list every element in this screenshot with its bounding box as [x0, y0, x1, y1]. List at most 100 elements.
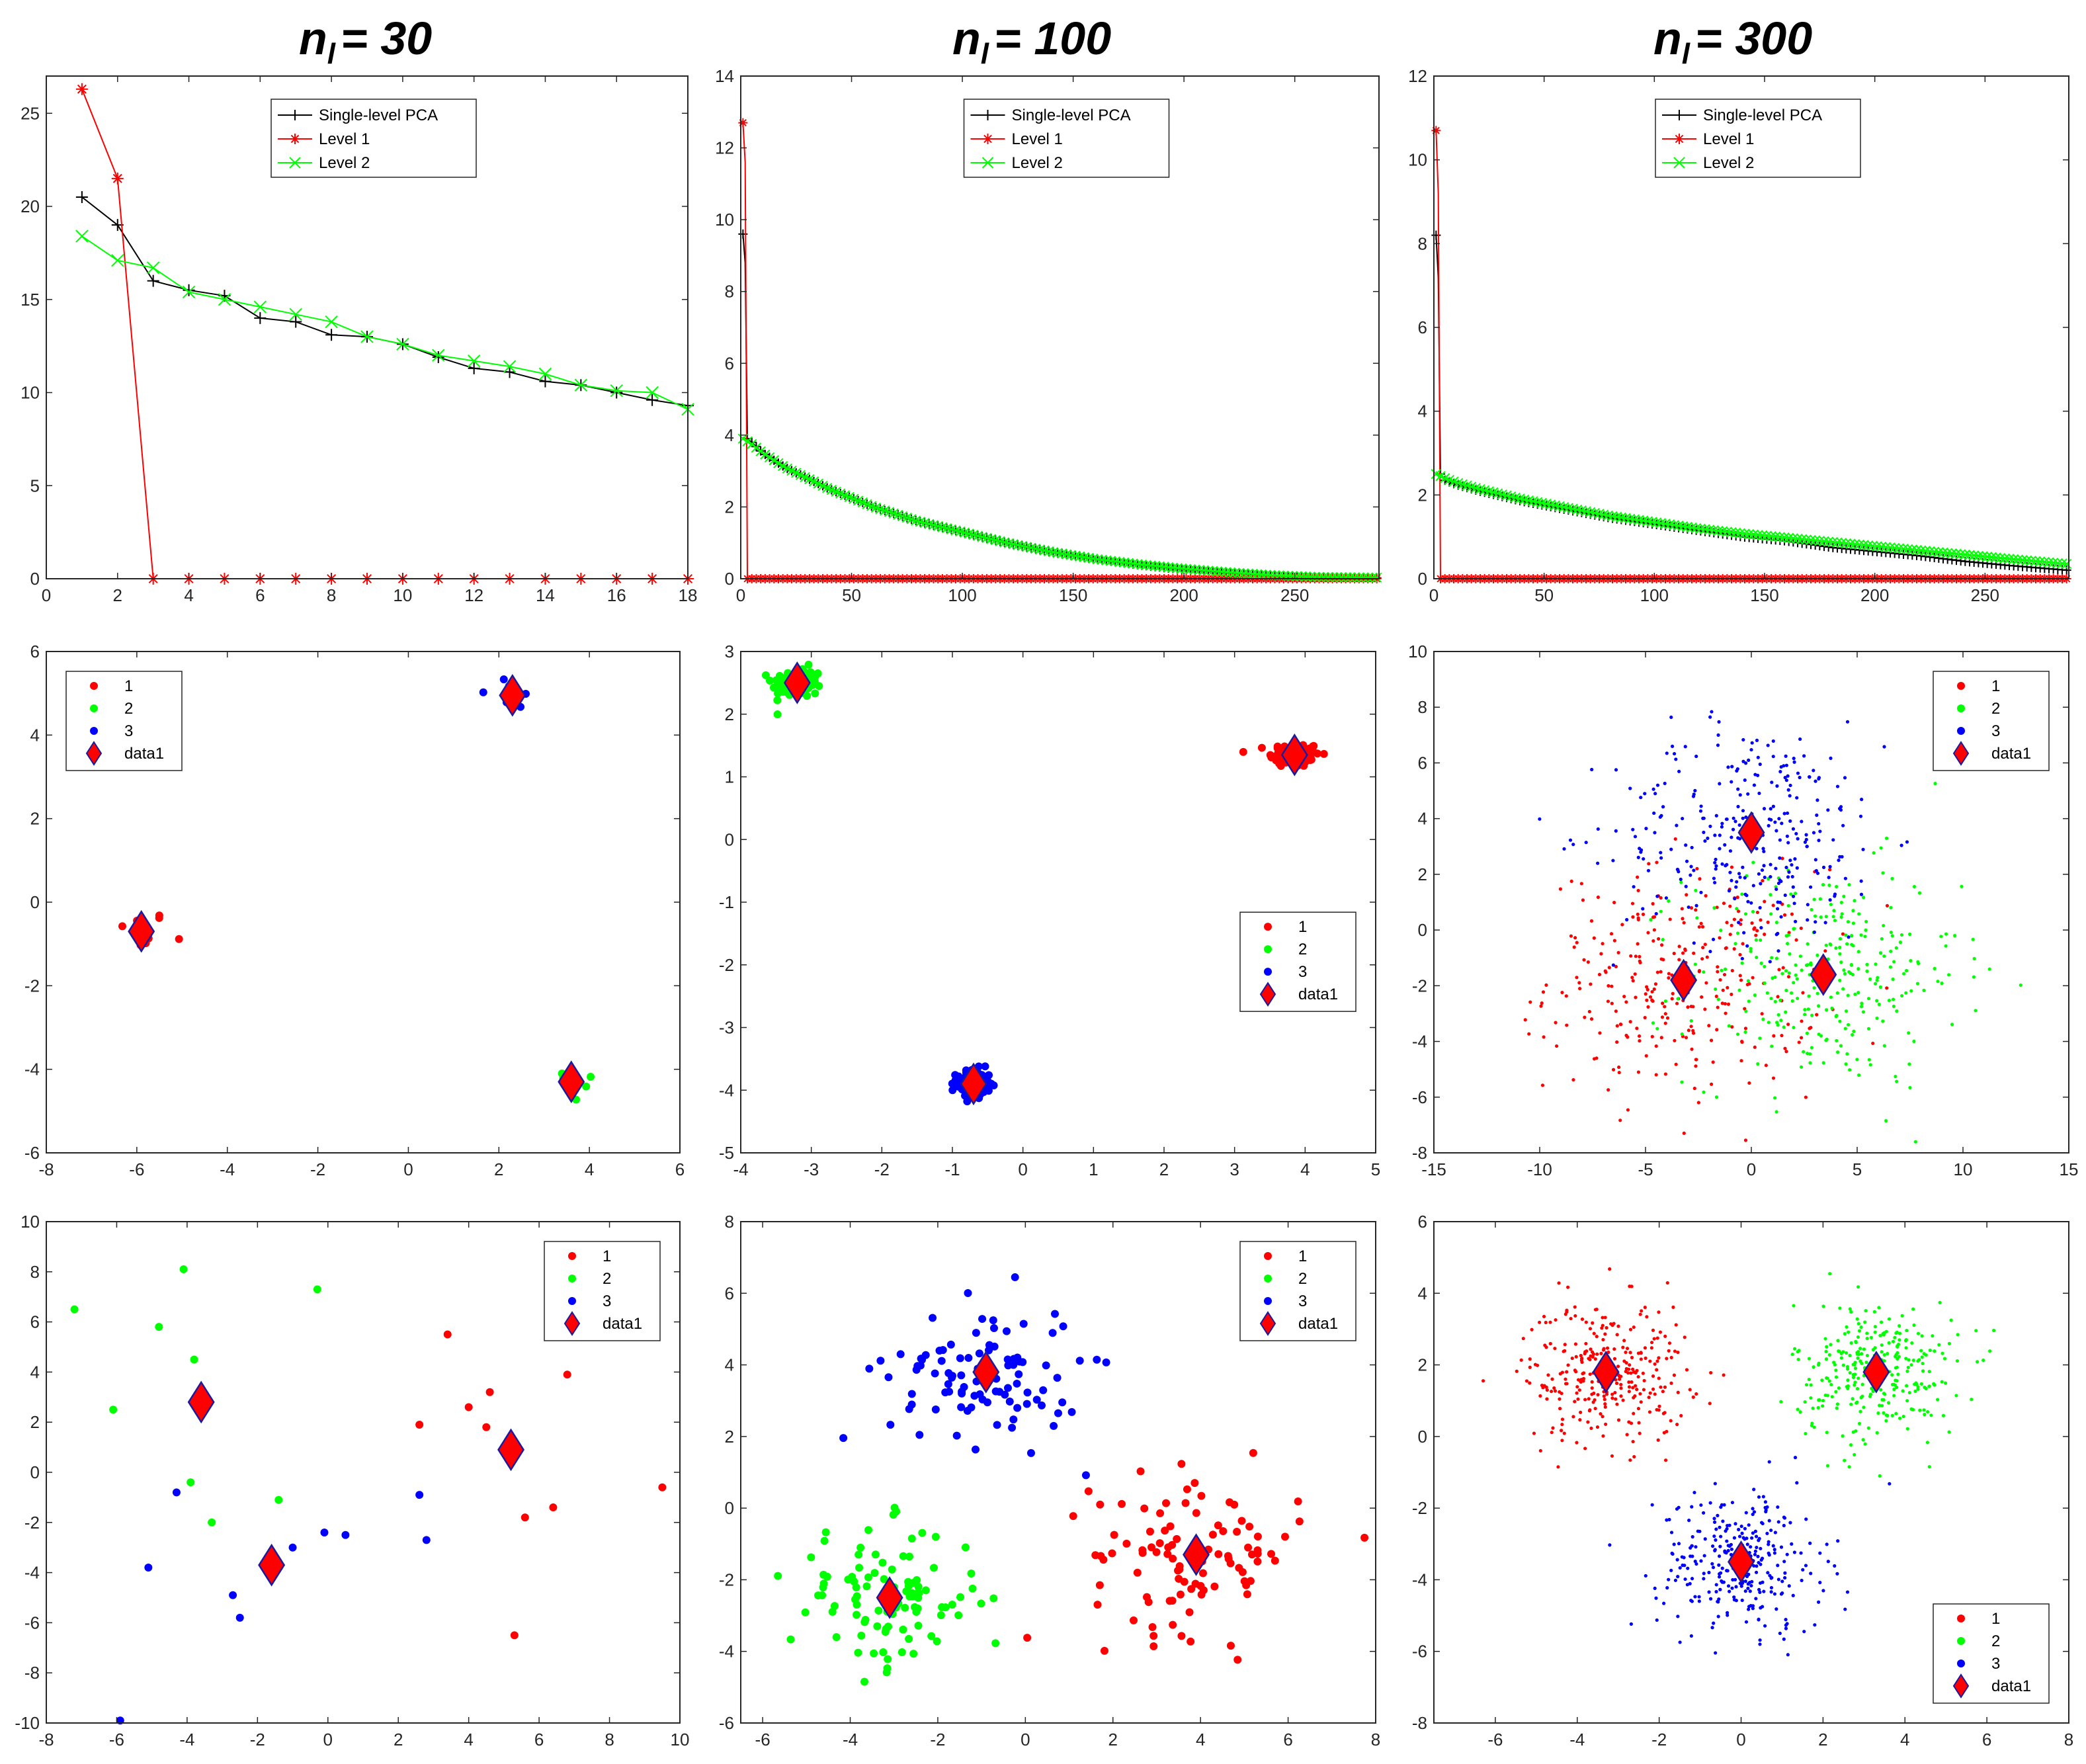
scatter-point	[1663, 1072, 1668, 1076]
legend-label: 3	[1991, 722, 2000, 740]
scatter-point	[1751, 1531, 1755, 1535]
y-tick-label: 14	[715, 66, 734, 86]
scatter-point	[954, 1611, 963, 1620]
scatter-point	[1713, 861, 1717, 864]
scatter-point	[1181, 1499, 1190, 1507]
scatter-point	[1692, 951, 1696, 955]
scatter-point	[1749, 1604, 1753, 1608]
scatter-point	[1579, 1353, 1583, 1358]
scatter-point	[1755, 1545, 1759, 1550]
scatter-point	[1815, 1013, 1819, 1017]
scatter-point	[1584, 841, 1588, 845]
legend-label: 2	[603, 1270, 611, 1288]
scatter-point	[1971, 937, 1975, 941]
scatter-point	[1175, 1575, 1183, 1583]
scatter-point	[939, 1346, 947, 1355]
scatter-point	[1841, 1363, 1845, 1367]
scatter-point	[1757, 1618, 1761, 1622]
scatter-point	[1909, 1363, 1913, 1367]
scatter-point	[1751, 909, 1755, 913]
scatter-point	[1710, 1562, 1714, 1566]
scatter-point	[1677, 1505, 1681, 1509]
scatter-point	[1612, 900, 1616, 905]
series-marker	[1194, 564, 1205, 575]
scatter-point	[1702, 1577, 1706, 1581]
x-tick-label: 250	[1280, 585, 1309, 605]
series-marker	[1748, 529, 1759, 540]
scatter-point	[1672, 751, 1677, 756]
scatter-point	[1784, 1626, 1788, 1630]
scatter-point	[1819, 1034, 1823, 1038]
scatter-point	[1629, 954, 1633, 958]
scatter-point	[1916, 1331, 1921, 1335]
scatter-point	[1896, 1344, 1899, 1348]
scatter-point	[1829, 902, 1833, 907]
scatter-point	[1832, 1361, 1836, 1365]
scatter-point	[1722, 902, 1726, 905]
scatter-point	[1843, 876, 1847, 880]
scatter-point	[341, 1531, 350, 1539]
scatter-point	[1716, 1615, 1720, 1618]
scatter-point	[1214, 1550, 1223, 1558]
scatter-point	[1808, 1061, 1812, 1065]
scatter-point	[1592, 936, 1596, 940]
scatter-point	[1843, 972, 1847, 976]
scatter-point	[1882, 1353, 1886, 1357]
scatter-point	[1864, 1309, 1868, 1313]
scatter-point	[1784, 865, 1788, 870]
scatter-point	[1528, 1381, 1532, 1385]
series-marker	[1960, 549, 1971, 560]
y-tick-label: -6	[24, 1613, 40, 1632]
scatter-point	[1692, 941, 1696, 945]
scatter-point	[1743, 778, 1747, 782]
scatter-point	[1720, 1580, 1724, 1584]
scatter-point	[1643, 792, 1647, 796]
scatter-point	[1665, 1016, 1670, 1020]
scatter-point	[1804, 833, 1808, 837]
scatter-point	[1792, 1550, 1796, 1554]
scatter-point	[1853, 1383, 1857, 1387]
x-tick-label: 1	[1089, 1159, 1098, 1179]
scatter-point	[1802, 1630, 1806, 1634]
scatter-point	[1669, 1381, 1673, 1385]
x-tick-label: -2	[1651, 1730, 1667, 1749]
series-marker	[1872, 541, 1882, 552]
scatter-point	[1856, 1356, 1860, 1360]
scatter-point	[927, 1632, 936, 1640]
scatter-point	[1852, 1029, 1856, 1033]
scatter-point	[1166, 1522, 1175, 1531]
y-tick-label: 0	[1418, 1427, 1427, 1447]
y-tick-label: 5	[30, 476, 40, 495]
scatter-point	[1858, 1359, 1862, 1363]
scatter-point	[1663, 999, 1668, 1003]
x-tick-label: 16	[607, 585, 626, 605]
scatter-point	[1884, 1419, 1888, 1423]
series-marker	[1198, 565, 1210, 575]
scatter-point	[1901, 1389, 1905, 1393]
y-tick-label: -8	[24, 1663, 40, 1683]
scatter-point	[1667, 1349, 1671, 1353]
scatter-point	[1756, 1062, 1760, 1066]
scatter-point	[1724, 1011, 1728, 1015]
scatter-point	[1753, 1529, 1757, 1533]
scatter-point	[1694, 754, 1698, 759]
scatter-point	[1667, 1577, 1671, 1581]
scatter-point	[1740, 1040, 1744, 1044]
scatter-point	[1802, 754, 1806, 758]
scatter-point	[1884, 836, 1889, 840]
scatter-point	[1674, 1323, 1678, 1327]
scatter-point	[1624, 1369, 1628, 1374]
scatter-point	[1885, 903, 1890, 907]
scatter-point	[989, 1316, 997, 1325]
scatter-point	[933, 1637, 941, 1646]
scatter-point	[1636, 912, 1640, 916]
series-marker	[289, 308, 302, 321]
scatter-point	[957, 1371, 966, 1380]
series-marker	[1327, 571, 1338, 583]
scatter-point	[1741, 1536, 1745, 1540]
scatter-point	[1129, 1616, 1138, 1624]
scatter-point	[1674, 1062, 1678, 1066]
scatter-point	[1741, 942, 1745, 946]
series-marker	[1735, 528, 1746, 538]
